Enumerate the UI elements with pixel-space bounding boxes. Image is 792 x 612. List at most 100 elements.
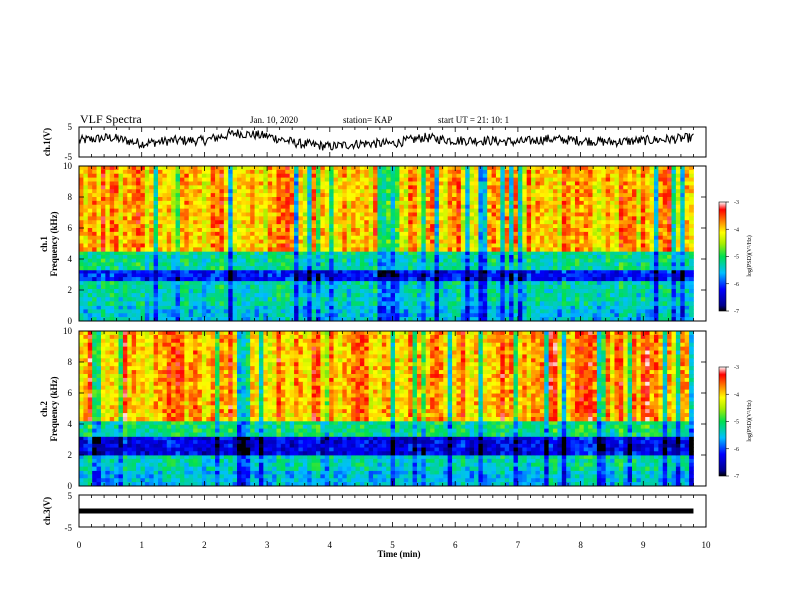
spectrogram-cell	[166, 204, 172, 210]
spectrogram-cell	[482, 177, 488, 182]
spectrogram-cell	[561, 177, 567, 182]
spectrogram-cell	[215, 169, 220, 175]
spectrogram-cell	[381, 220, 387, 225]
spectrogram-cell	[131, 204, 137, 210]
spectrogram-cell	[127, 220, 133, 225]
spectrogram-cell	[469, 269, 475, 274]
spectrogram-cell	[645, 200, 650, 206]
spectrogram-cell	[210, 224, 216, 229]
spectrogram-cell	[355, 254, 361, 260]
spectrogram-cell	[412, 254, 418, 260]
spectrogram-cell	[118, 280, 124, 286]
spectrogram-cell	[162, 258, 168, 263]
spectrogram-cell	[122, 305, 128, 310]
spectrogram-cell	[434, 262, 440, 267]
spectrogram-cell	[671, 166, 677, 171]
spectrogram-cell	[258, 269, 264, 274]
spectrogram-cell	[491, 254, 497, 260]
spectrogram-cell	[215, 251, 220, 256]
spectrogram-cell	[237, 251, 242, 256]
spectrogram-cell	[504, 212, 510, 217]
spectrogram-cell	[522, 228, 528, 233]
spectrogram-cell	[114, 301, 119, 306]
spectrogram-cell	[122, 197, 128, 202]
spectrogram-cell	[232, 193, 238, 198]
spectrogram-cell	[425, 293, 431, 298]
spectrogram-cell	[381, 293, 387, 298]
spectrogram-cell	[245, 177, 251, 182]
spectrogram-cell	[144, 166, 150, 171]
spectrogram-cell	[539, 224, 545, 229]
spectrogram-cell	[478, 288, 484, 294]
spectrogram-cell	[487, 169, 492, 175]
spectrogram-cell	[377, 224, 383, 229]
spectrogram-cell	[570, 185, 576, 190]
spectrogram-cell	[127, 284, 133, 290]
spectrogram-cell	[105, 166, 111, 171]
spectrogram-cell	[355, 269, 361, 274]
spectrogram-cell	[408, 208, 413, 213]
spectrogram-cell	[658, 193, 664, 198]
spectrogram-cell	[605, 251, 611, 256]
spectrogram-cell	[610, 200, 615, 206]
spectrogram-cell	[627, 305, 633, 310]
spectrogram-cell	[232, 212, 238, 217]
spectrogram-cell	[237, 169, 242, 175]
spectrogram-cell	[434, 177, 440, 182]
spectrogram-cell	[136, 309, 141, 314]
spectrogram-cell	[667, 197, 672, 202]
spectrogram-cell	[267, 173, 273, 179]
spectrogram-cell	[219, 254, 225, 260]
spectrogram-cell	[614, 258, 620, 263]
spectrogram-cell	[684, 169, 690, 175]
spectrogram-cell	[649, 204, 655, 210]
spectrogram-cell	[561, 169, 567, 175]
spectrogram-cell	[640, 297, 646, 302]
spectrogram-cell	[215, 288, 220, 294]
spectrogram-cell	[544, 220, 550, 225]
spectrogram-cell	[316, 220, 321, 225]
spectrogram-cell	[237, 216, 242, 221]
spectrogram-cell	[197, 280, 203, 286]
spectrogram-cell	[109, 189, 115, 194]
spectrogram-cell	[671, 258, 677, 263]
spectrogram-cell	[298, 317, 304, 322]
spectrogram-cell	[412, 313, 418, 318]
spectrogram-cell	[667, 166, 672, 171]
spectrogram-cell	[579, 269, 585, 274]
spectrogram-cell	[421, 224, 427, 229]
spectrogram-cell	[149, 212, 155, 217]
spectrogram-cell	[184, 193, 190, 198]
spectrogram-cell	[390, 189, 396, 194]
spectrogram-cell	[522, 284, 528, 290]
spectrogram-cell	[579, 193, 585, 198]
spectrogram-cell	[158, 266, 163, 271]
spectrogram-cell	[92, 189, 97, 194]
spectrogram-cell	[399, 224, 405, 229]
spectrogram-cell	[456, 189, 462, 194]
spectrogram-cell	[658, 258, 664, 263]
spectrogram-cell	[632, 288, 637, 294]
spectrogram-cell	[469, 266, 475, 271]
spectrogram-cell	[447, 220, 453, 225]
spectrogram-cell	[276, 173, 282, 179]
spectrogram-cell	[478, 297, 484, 302]
spectrogram-cell	[684, 220, 690, 225]
spectrogram-cell	[193, 185, 198, 190]
spectrogram-cell	[184, 262, 190, 267]
spectrogram-cell	[184, 220, 190, 225]
spectrogram-cell	[434, 181, 440, 186]
spectrogram-cell	[276, 280, 282, 286]
spectrogram-cell	[504, 297, 510, 302]
spectrogram-cell	[447, 301, 453, 306]
spectrogram-cell	[605, 262, 611, 267]
spectrogram-cell	[368, 185, 374, 190]
spectrogram-cell	[223, 193, 229, 198]
spectrogram-cell	[386, 208, 392, 213]
spectrogram-cell	[87, 313, 93, 318]
spectrogram-cell	[408, 173, 413, 179]
spectrogram-cell	[390, 288, 396, 294]
spectrogram-cell	[311, 181, 317, 186]
spectrogram-cell	[469, 277, 475, 282]
spectrogram-cell	[92, 273, 97, 278]
